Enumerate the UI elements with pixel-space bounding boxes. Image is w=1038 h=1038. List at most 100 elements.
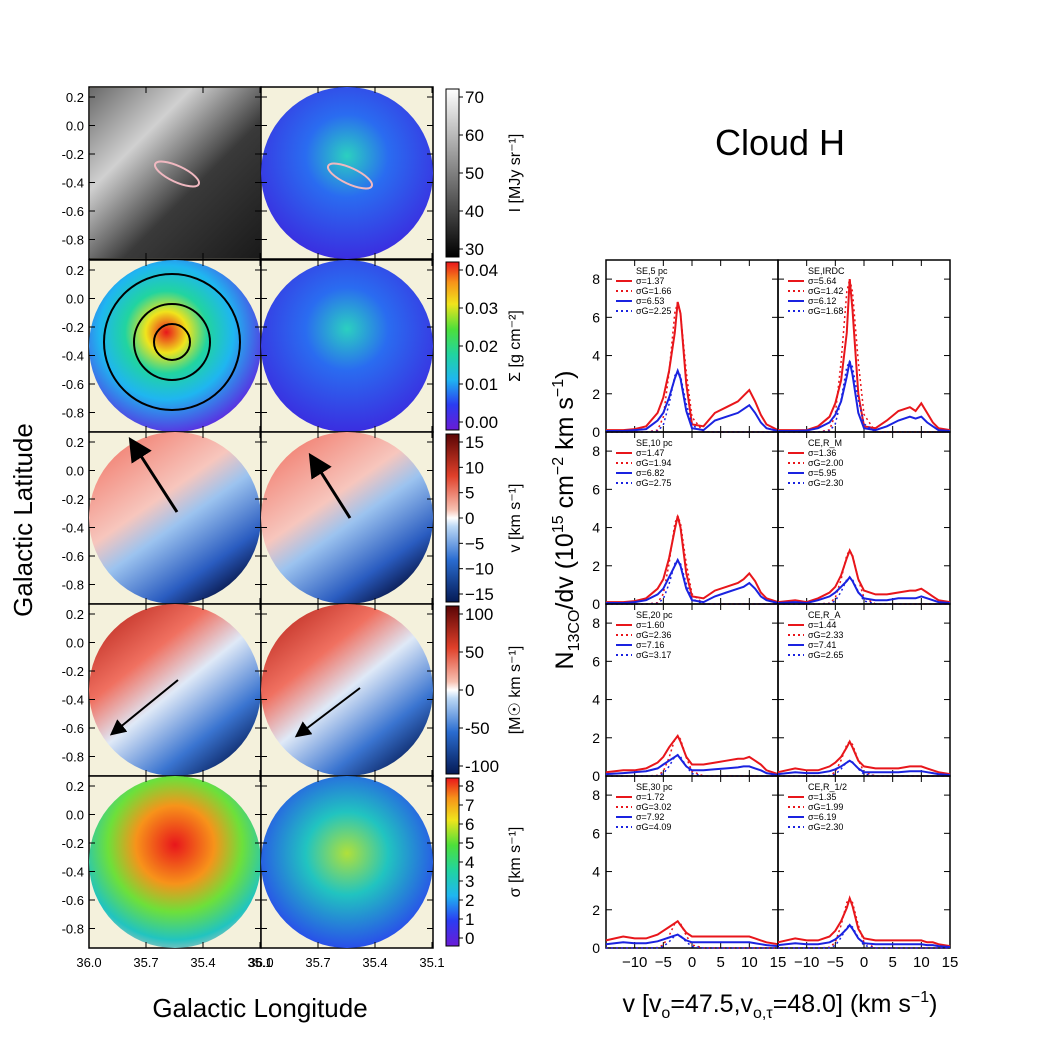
- y-tick-label: -0.4: [62, 521, 84, 536]
- colorbar-tick-label: −10: [465, 560, 494, 579]
- panel-tag: SE,20 pc: [636, 610, 673, 620]
- colorbar-tick-label: 3: [465, 872, 474, 891]
- y-tick-label: 0.0: [66, 292, 84, 307]
- y-tick-label: 0.0: [66, 636, 84, 651]
- y-tick-label: 6: [592, 481, 600, 497]
- y-tick-label: 0: [592, 940, 600, 956]
- y-tick-label: -0.2: [62, 492, 84, 507]
- legend-entry: σG=2.30: [808, 478, 843, 488]
- y-tick-label: 0.2: [66, 607, 84, 622]
- colorbar-tick-label: 10: [465, 458, 484, 477]
- colorbar-tick-label: 6: [465, 815, 474, 834]
- y-tick-label: 2: [592, 386, 600, 402]
- y-tick-label: -0.2: [62, 320, 84, 335]
- y-tick-label: 6: [592, 825, 600, 841]
- y-tick-label: 8: [592, 787, 600, 803]
- map-panel: [260, 603, 434, 777]
- y-tick-label: -0.6: [62, 377, 84, 392]
- colorbar-tick-label: 0.04: [465, 261, 498, 280]
- intensity-map: [90, 88, 260, 258]
- colorbar-label: [M☉ km s⁻¹]: [507, 646, 524, 735]
- y-tick-label: 0: [592, 768, 600, 784]
- legend-entry: σ=7.92: [636, 812, 664, 822]
- legend-entry: σ=5.95: [808, 468, 836, 478]
- x-tick-label: 35.7: [305, 955, 330, 970]
- panel-tag: SE,5 pc: [636, 266, 668, 276]
- gaussian-fit-blue: [606, 933, 778, 949]
- x-tick-label: −5: [655, 954, 672, 971]
- legend-entry: σ=6.19: [808, 812, 836, 822]
- y-tick-label: 4: [592, 520, 600, 536]
- aperture-ring: [153, 323, 191, 361]
- spectrum-line-red: [606, 515, 779, 604]
- spectrum-line-blue: [777, 923, 951, 948]
- map-disk: [89, 604, 261, 776]
- y-tick-label: 8: [592, 443, 600, 459]
- y-tick-label: 0.2: [66, 90, 84, 105]
- spectrum-line-red: [777, 895, 951, 948]
- y-tick-label: -0.4: [62, 865, 84, 880]
- y-tick-label: 0.0: [66, 808, 84, 823]
- y-tick-label: -0.4: [62, 693, 84, 708]
- spectrum-frame: [605, 259, 779, 433]
- legend-entry: σG=2.36: [636, 630, 671, 640]
- y-tick-label: -0.4: [62, 349, 84, 364]
- legend-entry: σ=1.72: [636, 792, 664, 802]
- x-tick-label: 15: [942, 954, 959, 971]
- spectrum-line-blue: [777, 759, 951, 776]
- map-disk: [261, 432, 433, 604]
- irdc-ellipse: [326, 162, 374, 190]
- spectrum-frame: [605, 603, 779, 777]
- panel-tag: SE,10 pc: [636, 438, 673, 448]
- legend-entry: σG=2.00: [808, 458, 843, 468]
- colorbar-tick-label: 0.02: [465, 337, 498, 356]
- spectrum-frame: [777, 775, 951, 949]
- legend-entry: σ=1.37: [636, 276, 664, 286]
- map-disk: [89, 776, 261, 948]
- y-tick-label: 0.2: [66, 779, 84, 794]
- map-panel: [88, 259, 262, 433]
- colorbar-tick-label: -100: [465, 757, 499, 776]
- colorbar-tick-label: 0: [465, 509, 474, 528]
- colorbar-tick-label: 7: [465, 796, 474, 815]
- colorbar-tick-label: 5: [465, 484, 474, 503]
- colorbar-label: I [MJy sr⁻¹]: [507, 134, 524, 213]
- spectrum-line-blue: [605, 933, 779, 948]
- x-tick-label: −10: [794, 954, 819, 971]
- panel-tag: CE,R_M: [808, 438, 842, 448]
- panel-tag: CE,R_A: [808, 610, 841, 620]
- legend-entry: σ=6.82: [636, 468, 664, 478]
- y-tick-label: -0.6: [62, 893, 84, 908]
- y-tick-label: 8: [592, 615, 600, 631]
- map-grid: 0.2 0.0 -0.2 -0.4 -0.6 -0.8 0.2 0.0 -0.2 -0.4 -0.6…: [62, 86, 445, 970]
- spectra-ylabel: N13CO/dv (1015 cm−2 km s−1): [550, 371, 583, 670]
- colorbar: [445, 605, 460, 775]
- colorbar-tick-label: −5: [465, 534, 484, 553]
- colorbar-tick-label: 15: [465, 433, 484, 452]
- velocity-gradient-arrow: [128, 436, 179, 513]
- legend-entry: σ=7.16: [636, 640, 664, 650]
- y-tick-label: 4: [592, 692, 600, 708]
- legend-entry: σ=1.44: [808, 620, 836, 630]
- legend-entry: σG=2.30: [808, 822, 843, 832]
- spectrum-line-blue: [605, 753, 779, 776]
- legend-entry: σG=2.65: [808, 650, 843, 660]
- y-tick-label: -0.2: [62, 147, 84, 162]
- momentum-arrow: [294, 687, 361, 738]
- colorbar: [445, 433, 460, 603]
- y-tick-label: 6: [592, 653, 600, 669]
- colorbar: [445, 777, 460, 947]
- colorbar-label: σ [km s⁻¹]: [507, 827, 524, 898]
- x-tick-label: −5: [827, 954, 844, 971]
- legend-entry: σ=5.64: [808, 276, 836, 286]
- colorbar-tick-label: 70: [465, 88, 484, 107]
- spectrum-frame: [777, 603, 951, 777]
- colorbar: [445, 88, 460, 258]
- spectrum-line-blue: [606, 367, 779, 432]
- colorbar-label: v [km s⁻¹]: [507, 484, 524, 553]
- x-tick-label: 35.1: [247, 955, 272, 970]
- legend-entry: σG=3.17: [636, 650, 671, 660]
